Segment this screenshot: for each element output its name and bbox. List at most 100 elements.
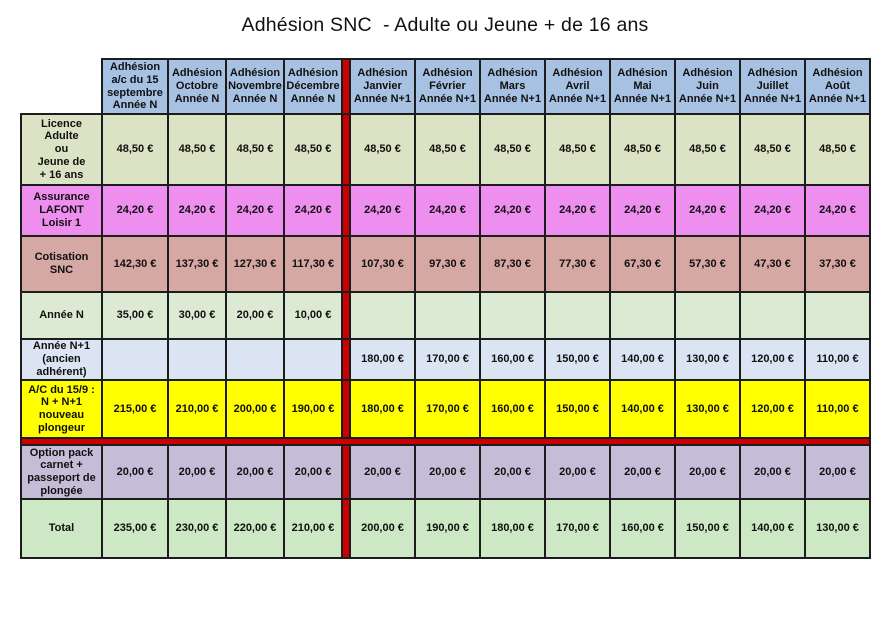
price-cell: 35,00 € [103, 293, 167, 338]
price-cell: 48,50 € [103, 115, 167, 184]
column-header: Adhésion Août Année N+1 [806, 60, 869, 113]
red-column-divider [343, 60, 349, 113]
price-cell: 20,00 € [103, 446, 167, 498]
price-cell: 170,00 € [416, 340, 479, 379]
price-cell: 37,30 € [806, 237, 869, 291]
corner-blank [20, 58, 101, 113]
page-title: Adhésion SNC - Adulte ou Jeune + de 16 a… [241, 14, 649, 36]
row-label-option-pack: Option pack carnet + passeport de plongé… [22, 446, 101, 498]
price-cell: 57,30 € [676, 237, 739, 291]
price-cell [416, 293, 479, 338]
price-cell [285, 340, 341, 379]
price-cell: 48,50 € [285, 115, 341, 184]
price-cell: 67,30 € [611, 237, 674, 291]
price-cell: 20,00 € [611, 446, 674, 498]
price-cell: 20,00 € [481, 446, 544, 498]
column-header: Adhésion Novembre Année N [227, 60, 283, 113]
price-cell: 160,00 € [481, 381, 544, 437]
red-row-divider [22, 439, 869, 444]
price-cell: 170,00 € [416, 381, 479, 437]
column-header: Adhésion Juin Année N+1 [676, 60, 739, 113]
price-cell: 24,20 € [481, 186, 544, 235]
price-cell: 210,00 € [285, 500, 341, 557]
price-cell [676, 293, 739, 338]
pricing-grid: Adhésion a/c du 15 septembre Année N Adhé… [20, 58, 871, 559]
price-cell: 24,20 € [351, 186, 414, 235]
column-header: Adhésion a/c du 15 septembre Année N [103, 60, 167, 113]
red-column-divider [343, 446, 349, 498]
price-cell: 77,30 € [546, 237, 609, 291]
price-cell: 97,30 € [416, 237, 479, 291]
price-cell: 48,50 € [416, 115, 479, 184]
price-cell: 150,00 € [676, 500, 739, 557]
price-cell: 235,00 € [103, 500, 167, 557]
price-cell: 24,20 € [806, 186, 869, 235]
price-cell [611, 293, 674, 338]
row-label-assurance-lafont: Assurance LAFONT Loisir 1 [22, 186, 101, 235]
price-cell: 160,00 € [481, 340, 544, 379]
price-cell: 48,50 € [481, 115, 544, 184]
row-label-nouveau-plongeur: A/C du 15/9 : N + N+1 nouveau plongeur [22, 381, 101, 437]
price-cell [351, 293, 414, 338]
price-cell: 230,00 € [169, 500, 225, 557]
price-cell: 48,50 € [169, 115, 225, 184]
price-cell: 24,20 € [227, 186, 283, 235]
column-header: Adhésion Avril Année N+1 [546, 60, 609, 113]
column-header: Adhésion Décembre Année N [285, 60, 341, 113]
price-cell: 24,20 € [103, 186, 167, 235]
price-cell: 142,30 € [103, 237, 167, 291]
price-cell: 48,50 € [546, 115, 609, 184]
price-cell: 137,30 € [169, 237, 225, 291]
price-cell: 190,00 € [416, 500, 479, 557]
column-header: Adhésion Février Année N+1 [416, 60, 479, 113]
price-cell: 107,30 € [351, 237, 414, 291]
row-label-licence: Licence Adulte ou Jeune de + 16 ans [22, 115, 101, 184]
price-cell [741, 293, 804, 338]
price-cell: 160,00 € [611, 500, 674, 557]
price-cell: 200,00 € [351, 500, 414, 557]
price-cell: 20,00 € [741, 446, 804, 498]
price-cell: 20,00 € [227, 446, 283, 498]
column-header: Adhésion Janvier Année N+1 [351, 60, 414, 113]
price-cell: 140,00 € [741, 500, 804, 557]
price-cell: 120,00 € [741, 381, 804, 437]
row-label-annee-n1: Année N+1 (ancien adhérent) [22, 340, 101, 379]
price-cell: 130,00 € [676, 340, 739, 379]
price-cell: 180,00 € [351, 340, 414, 379]
price-cell: 110,00 € [806, 381, 869, 437]
price-cell: 20,00 € [351, 446, 414, 498]
red-column-divider [343, 237, 349, 291]
red-column-divider [343, 500, 349, 557]
price-cell: 24,20 € [546, 186, 609, 235]
price-cell: 150,00 € [546, 381, 609, 437]
price-cell: 190,00 € [285, 381, 341, 437]
price-cell: 127,30 € [227, 237, 283, 291]
row-label-cotisation-snc: Cotisation SNC [22, 237, 101, 291]
red-column-divider [343, 381, 349, 437]
price-cell [169, 340, 225, 379]
price-cell: 48,50 € [741, 115, 804, 184]
price-cell: 130,00 € [676, 381, 739, 437]
price-cell: 120,00 € [741, 340, 804, 379]
price-cell: 20,00 € [676, 446, 739, 498]
price-cell: 20,00 € [169, 446, 225, 498]
row-label-annee-n: Année N [22, 293, 101, 338]
price-cell: 130,00 € [806, 500, 869, 557]
column-header: Adhésion Octobre Année N [169, 60, 225, 113]
price-cell: 140,00 € [611, 381, 674, 437]
red-column-divider [343, 293, 349, 338]
price-cell: 48,50 € [676, 115, 739, 184]
price-cell: 48,50 € [806, 115, 869, 184]
price-cell: 20,00 € [806, 446, 869, 498]
price-cell [481, 293, 544, 338]
price-cell: 20,00 € [285, 446, 341, 498]
price-cell: 24,20 € [285, 186, 341, 235]
price-cell: 220,00 € [227, 500, 283, 557]
price-cell: 20,00 € [416, 446, 479, 498]
price-cell [103, 340, 167, 379]
price-cell [227, 340, 283, 379]
price-cell [546, 293, 609, 338]
red-column-divider [343, 115, 349, 184]
price-cell: 48,50 € [351, 115, 414, 184]
